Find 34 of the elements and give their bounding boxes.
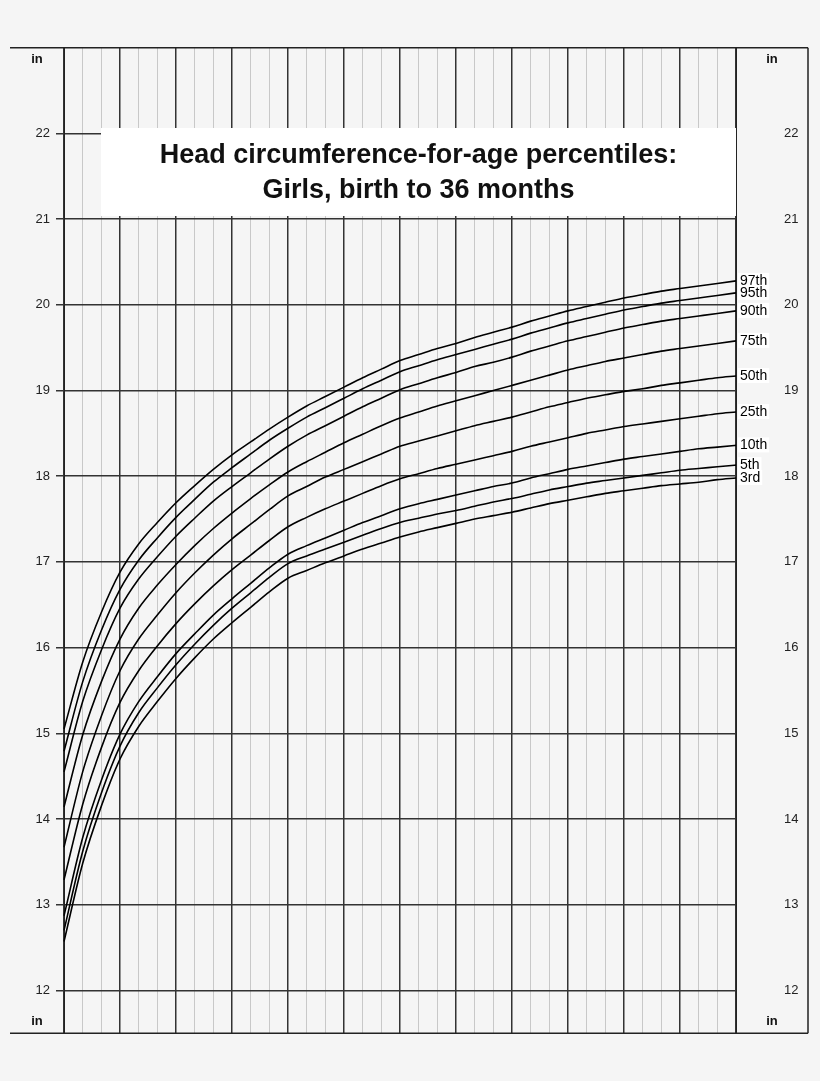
series-label: 10th	[740, 436, 768, 453]
series-label: 75th	[740, 331, 768, 348]
y-axis-title: in	[31, 51, 43, 67]
y2-tick-label: 15	[784, 724, 799, 740]
y2-axis-title: in	[766, 51, 778, 67]
y2-tick-label: 18	[784, 467, 799, 483]
text: in	[31, 1012, 43, 1028]
y2-tick-label: 20	[784, 296, 799, 312]
y-tick-label: 20	[35, 296, 50, 312]
y2-tick-label: 19	[784, 382, 799, 398]
y2-tick-label: 16	[784, 639, 799, 655]
y2-tick-label: 22	[784, 125, 799, 141]
y-tick-label: 17	[35, 553, 50, 569]
y2-tick-label: 17	[784, 553, 799, 569]
series-label: 3rd	[740, 468, 761, 485]
y-tick-label: 22	[35, 125, 50, 141]
y2-tick-label: 12	[784, 981, 799, 997]
series-label: 5th	[740, 455, 760, 472]
y-tick-label: 15	[35, 724, 50, 740]
y-tick-label: 16	[35, 639, 50, 655]
y-tick-label: 19	[35, 382, 50, 398]
y-tick-label: 14	[35, 810, 50, 826]
y2-tick-label: 14	[784, 810, 799, 826]
y-tick-label: 12	[35, 981, 50, 997]
series-label: 25th	[740, 402, 768, 419]
text: in	[766, 1012, 778, 1028]
y-tick-label: 18	[35, 467, 50, 483]
series-label: 90th	[740, 301, 768, 318]
y2-tick-label: 13	[784, 896, 799, 912]
y-tick-label: 21	[35, 210, 50, 226]
title-panel: Head circumference-for-age percentiles: Girls, birth to 36 months	[101, 128, 736, 216]
y-tick-label: 13	[35, 896, 50, 912]
series-label: 50th	[740, 366, 768, 383]
y2-tick-label: 21	[784, 210, 799, 226]
